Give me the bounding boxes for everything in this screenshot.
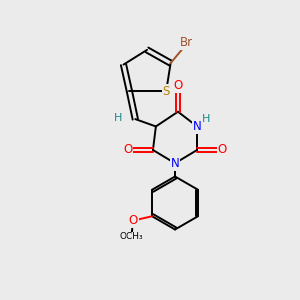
Text: O: O	[218, 143, 227, 157]
Text: OCH₃: OCH₃	[120, 232, 143, 242]
Text: H: H	[202, 114, 210, 124]
Text: O: O	[128, 214, 138, 227]
Text: N: N	[171, 157, 179, 170]
Text: H: H	[113, 112, 122, 123]
Text: N: N	[193, 120, 202, 133]
Text: O: O	[123, 143, 133, 157]
Text: S: S	[163, 85, 170, 98]
Text: Br: Br	[180, 36, 194, 49]
Text: O: O	[173, 79, 183, 92]
